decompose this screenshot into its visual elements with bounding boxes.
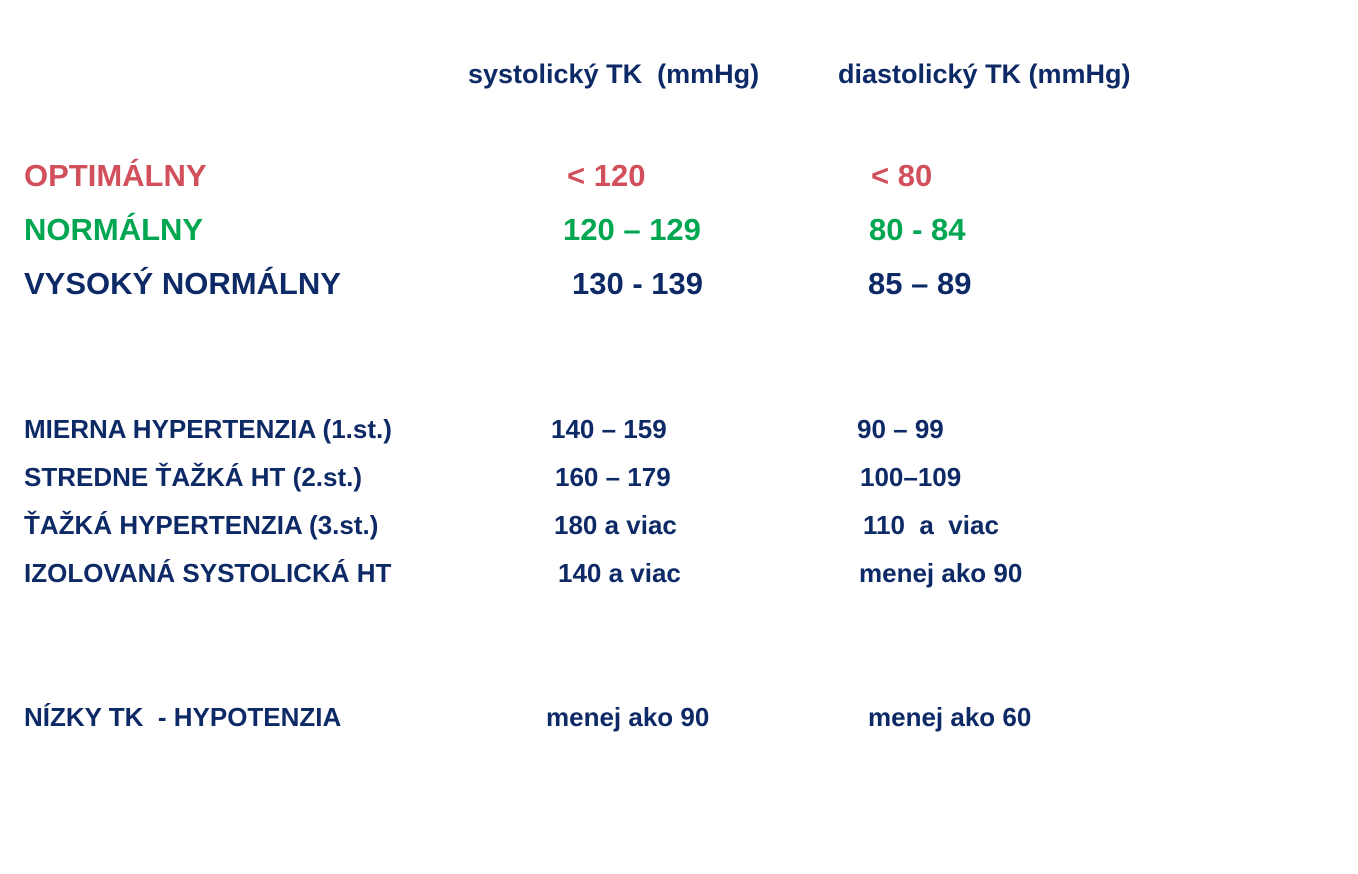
row-systolic-normal: 120 – 129: [563, 212, 701, 247]
row-diastolic-severe-hypertension: 110 a viac: [863, 510, 999, 540]
header-systolic: systolický TK (mmHg): [468, 59, 760, 89]
row-diastolic-high-normal: 85 – 89: [868, 266, 972, 301]
row-label-mild-hypertension: MIERNA HYPERTENZIA (1.st.): [24, 414, 392, 444]
row-systolic-mild-hypertension: 140 – 159: [551, 414, 667, 444]
row-systolic-high-normal: 130 - 139: [572, 266, 703, 301]
row-diastolic-normal: 80 - 84: [869, 212, 966, 247]
row-label-severe-hypertension: ŤAŽKÁ HYPERTENZIA (3.st.): [24, 510, 379, 540]
row-diastolic-isolated-systolic: menej ako 90: [859, 558, 1023, 588]
row-systolic-hypotension: menej ako 90: [546, 702, 710, 732]
row-label-optimal: OPTIMÁLNY: [24, 158, 207, 193]
row-systolic-moderate-hypertension: 160 – 179: [555, 462, 671, 492]
row-systolic-severe-hypertension: 180 a viac: [554, 510, 677, 540]
row-diastolic-mild-hypertension: 90 – 99: [857, 414, 944, 444]
row-systolic-isolated-systolic: 140 a viac: [558, 558, 681, 588]
row-label-moderate-hypertension: STREDNE ŤAŽKÁ HT (2.st.): [24, 462, 362, 492]
row-diastolic-moderate-hypertension: 100–109: [860, 462, 962, 492]
row-label-isolated-systolic: IZOLOVANÁ SYSTOLICKÁ HT: [24, 558, 392, 588]
row-label-hypotension: NÍZKY TK - HYPOTENZIA: [24, 702, 342, 732]
row-diastolic-optimal: < 80: [871, 158, 933, 193]
row-label-high-normal: VYSOKÝ NORMÁLNY: [24, 266, 341, 301]
row-systolic-optimal: < 120: [567, 158, 646, 193]
header-diastolic: diastolický TK (mmHg): [838, 59, 1131, 89]
row-diastolic-hypotension: menej ako 60: [868, 702, 1032, 732]
row-label-normal: NORMÁLNY: [24, 212, 204, 247]
